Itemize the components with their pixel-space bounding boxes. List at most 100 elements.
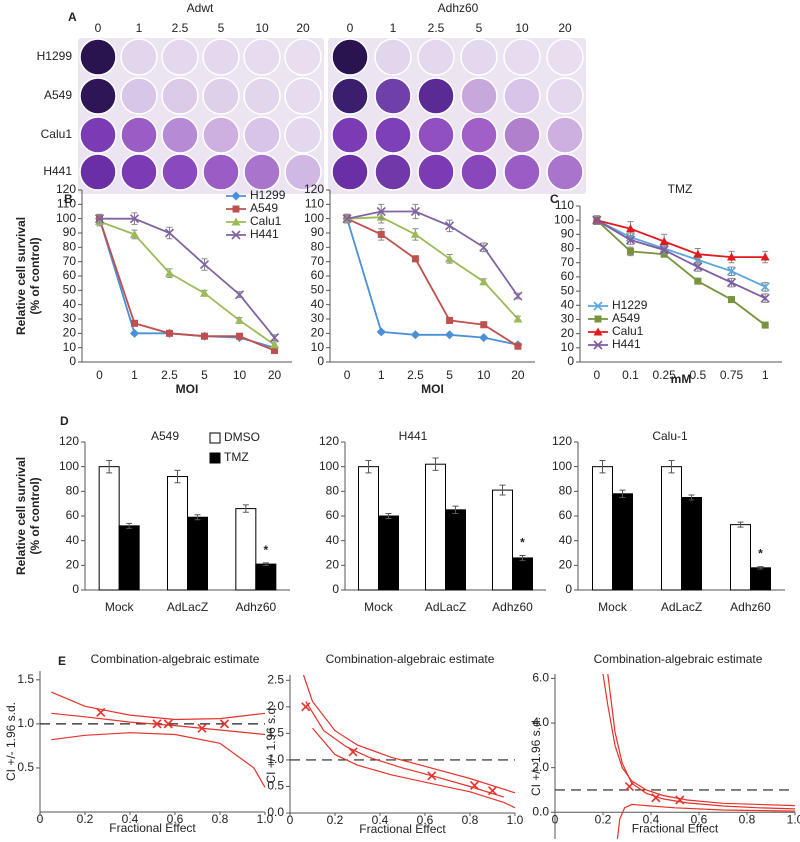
legend-label: TMZ <box>224 450 249 464</box>
well <box>460 153 498 191</box>
well <box>243 38 281 76</box>
y-tick-label: 100 <box>552 459 572 473</box>
annotation: * <box>263 543 268 557</box>
y-tick-label: 20 <box>63 326 77 340</box>
row-label: H1299 <box>37 49 73 63</box>
y-tick-label: 60 <box>66 508 80 522</box>
bar <box>425 463 446 591</box>
error-bar <box>519 554 526 561</box>
error-bar <box>737 521 744 528</box>
x-tick-label: AdLacZ <box>167 600 208 614</box>
y-tick-label: 20 <box>66 558 80 572</box>
y-tick-label: 40 <box>66 533 80 547</box>
marker <box>269 333 280 343</box>
well <box>79 153 117 191</box>
y-tick-label: 40 <box>63 297 77 311</box>
column-label: 10 <box>515 21 529 35</box>
y-tick-label: 60 <box>559 508 573 522</box>
well <box>79 38 117 76</box>
y-tick-label: 80 <box>561 241 575 255</box>
error-bar <box>619 489 626 498</box>
marker <box>675 795 685 805</box>
marker <box>200 288 209 297</box>
y-tick-label: 2.0 <box>267 699 284 713</box>
marker <box>479 277 489 286</box>
x-tick-label: 0.6 <box>417 813 434 827</box>
series-line <box>51 732 266 788</box>
well <box>284 116 322 154</box>
marker <box>514 342 522 350</box>
marker <box>693 262 703 272</box>
x-tick-label: AdLacZ <box>661 600 702 614</box>
x-tick-label: 1.0 <box>507 813 524 827</box>
marker <box>201 332 208 340</box>
y-tick-label: 80 <box>559 484 573 498</box>
series-line <box>51 712 266 736</box>
legend-marker <box>231 230 241 240</box>
y-tick-label: 80 <box>66 484 80 498</box>
marker <box>760 293 770 303</box>
x-tick-label: 0.6 <box>167 812 184 826</box>
x-tick-label: 1.0 <box>787 812 800 826</box>
panel-label: A <box>68 10 77 24</box>
well <box>243 77 281 115</box>
x-tick-label: AdLacZ <box>425 600 466 614</box>
marker <box>479 333 489 343</box>
well <box>503 77 541 115</box>
x-tick-label: 0.4 <box>643 812 660 826</box>
well <box>202 77 240 115</box>
well <box>417 77 455 115</box>
marker <box>445 221 455 231</box>
series-line <box>51 691 266 721</box>
well <box>161 116 199 154</box>
marker <box>236 332 243 340</box>
bar <box>750 567 771 591</box>
y-tick-label: 100 <box>304 211 324 225</box>
error-bar <box>126 522 133 529</box>
marker <box>376 206 386 217</box>
panel-label: C <box>550 192 559 206</box>
y-tick-label: 60 <box>311 268 325 282</box>
x-tick-label: 10 <box>233 368 247 382</box>
bar <box>730 524 751 591</box>
marker <box>163 719 173 729</box>
well <box>503 116 541 154</box>
marker <box>130 229 139 238</box>
y-tick-label: 90 <box>561 227 575 241</box>
y-tick-label: 110 <box>305 197 324 211</box>
y-tick-label: 30 <box>311 311 325 325</box>
series-line <box>312 727 516 809</box>
x-tick-label: 0.2 <box>327 813 344 827</box>
legend-label: A549 <box>612 311 640 325</box>
column-label: 20 <box>296 21 310 35</box>
well <box>243 153 281 191</box>
legend-marker <box>593 301 603 311</box>
x-tick-label: 1.0 <box>257 812 274 826</box>
x-tick-label: 0.5 <box>689 368 706 382</box>
y-tick-label: 6.0 <box>532 671 549 685</box>
x-tick-label: 0.1 <box>622 368 639 382</box>
x-axis-label: MOI <box>176 382 199 396</box>
bar <box>187 516 208 591</box>
series-line <box>346 217 519 347</box>
marker <box>592 215 602 225</box>
series-line <box>98 218 275 352</box>
marker <box>131 319 138 327</box>
marker <box>410 206 420 217</box>
marker <box>152 719 162 729</box>
bar <box>661 466 682 591</box>
y-tick-label: 120 <box>59 434 79 448</box>
y-tick-label: 10 <box>561 340 575 354</box>
marker <box>726 266 737 276</box>
y-tick-label: 20 <box>559 558 573 572</box>
x-tick-label: 0 <box>287 813 294 827</box>
error-bar <box>174 469 181 484</box>
error-bar <box>688 494 695 501</box>
legend-marker <box>232 205 240 213</box>
well <box>374 153 412 191</box>
well <box>460 77 498 115</box>
series-line <box>607 673 796 810</box>
marker <box>445 330 455 340</box>
x-tick-label: Mock <box>105 600 135 614</box>
